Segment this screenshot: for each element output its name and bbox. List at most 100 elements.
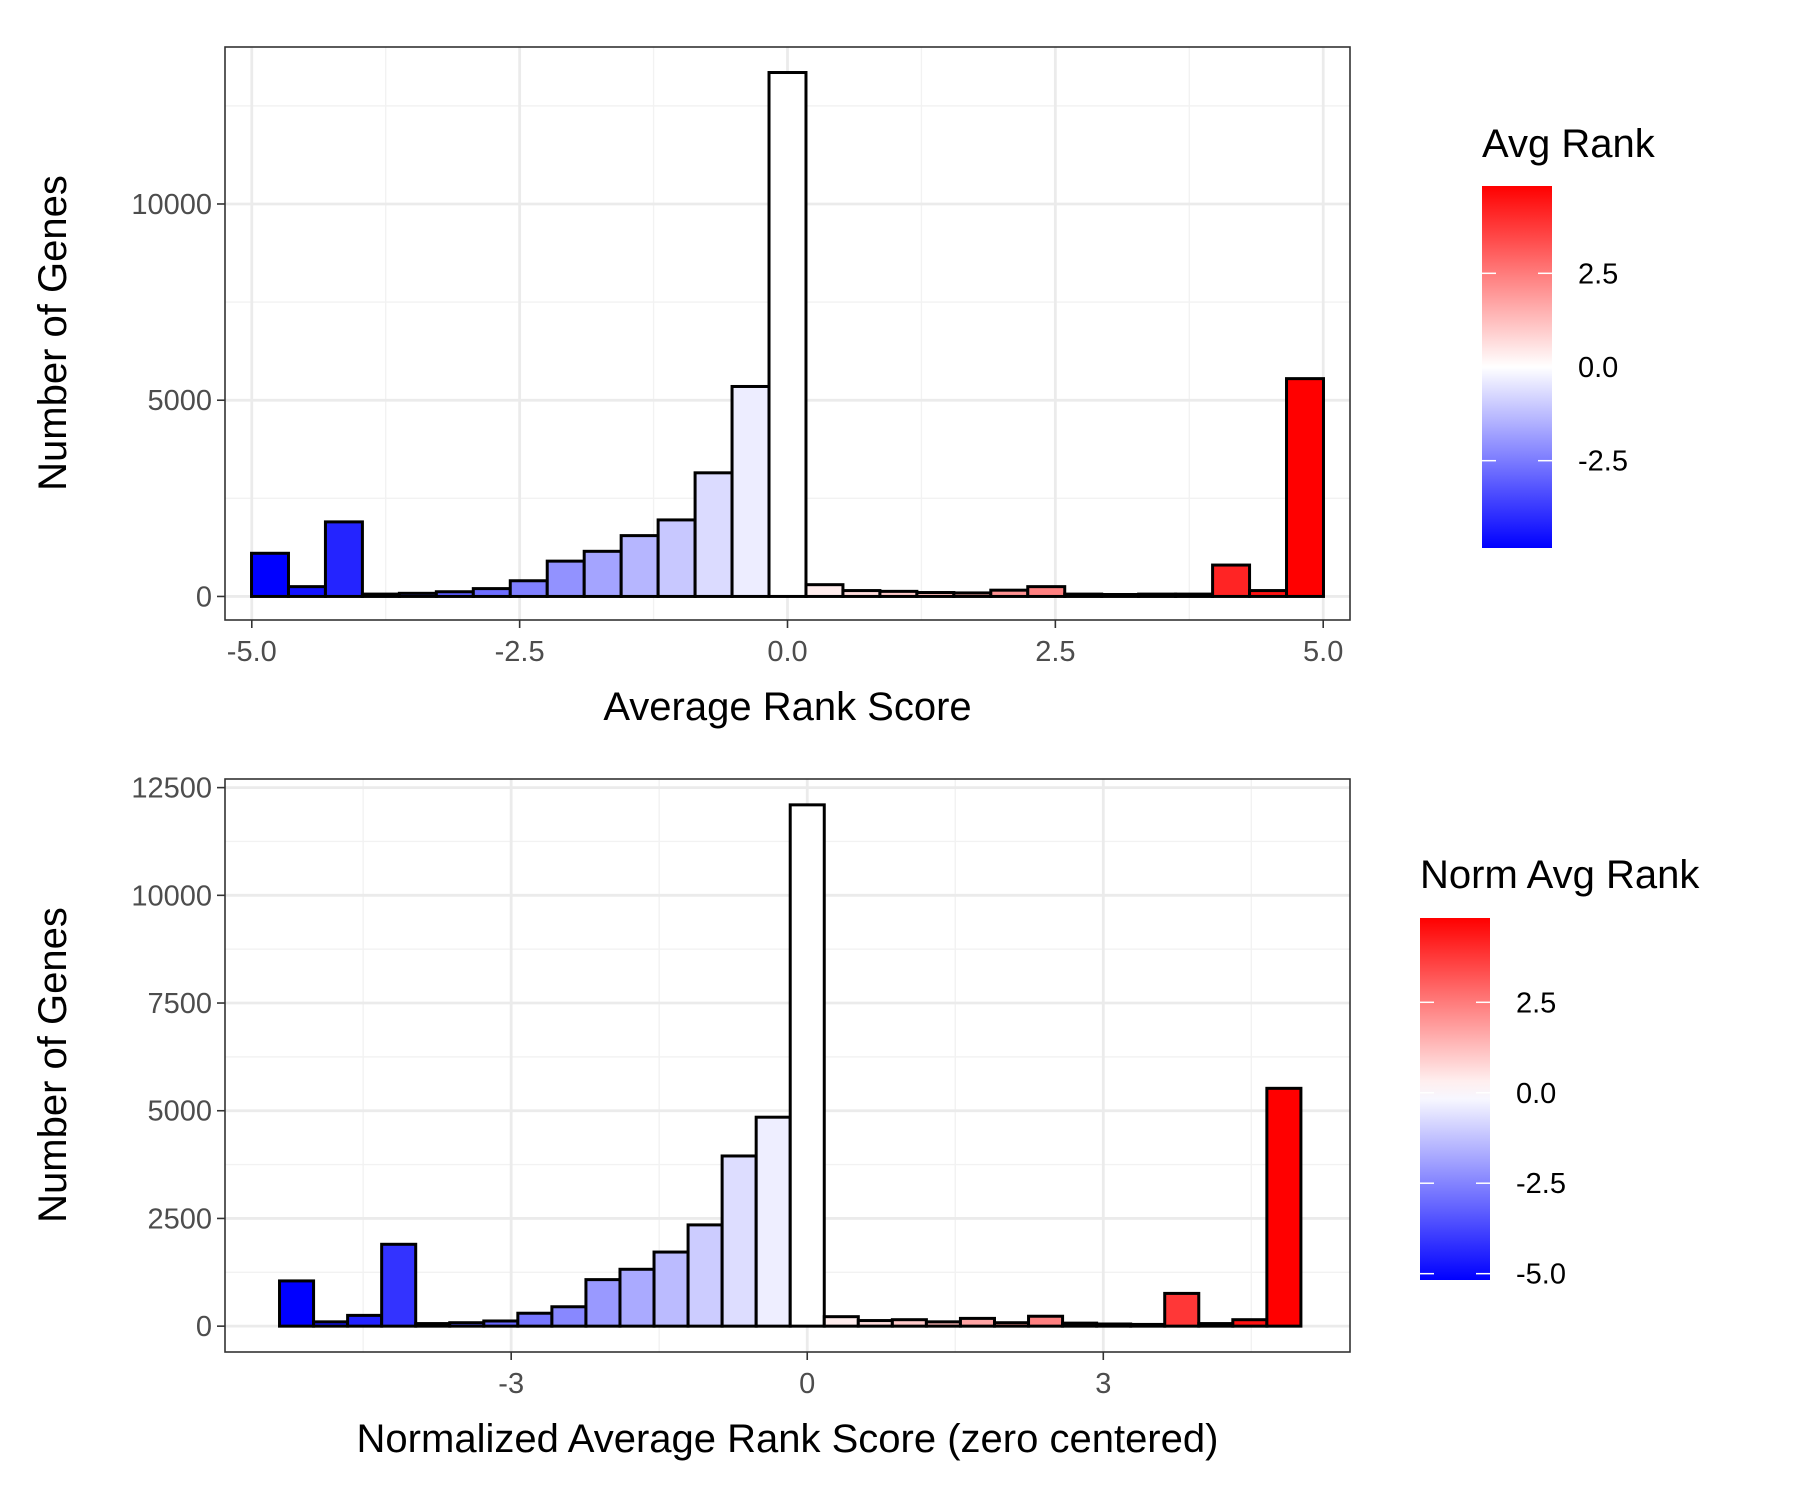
histogram-bar: [693, 471, 734, 598]
histogram-bar: [1061, 1321, 1099, 1328]
y-tick-label: 10000: [131, 880, 212, 912]
histogram-bar: [434, 590, 475, 598]
histogram-bar: [516, 1311, 554, 1328]
histogram-bar: [1211, 563, 1252, 598]
histogram-bar: [656, 518, 697, 598]
histogram-bars: [278, 803, 1303, 1328]
x-tick-label: -3: [498, 1368, 524, 1400]
histogram-bar: [508, 579, 549, 598]
legend-title: Norm Avg Rank: [1420, 853, 1700, 897]
y-tick-label: 0: [196, 1311, 212, 1343]
histogram-bar: [360, 592, 401, 598]
histogram-bar: [767, 71, 808, 598]
legend-colorbar: Norm Avg Rank 2.5 0.0 -2.5 -5.0: [1420, 853, 1700, 1291]
histogram-bar: [720, 1154, 758, 1328]
x-tick-label: 0: [799, 1368, 815, 1400]
histogram-bar: [1285, 377, 1325, 598]
histogram-bar: [754, 1115, 792, 1328]
legend-label: 2.5: [1578, 258, 1618, 290]
histogram-bars: [250, 71, 1325, 598]
histogram-bar: [414, 1322, 452, 1328]
histogram-bar: [312, 1320, 350, 1328]
histogram-bar: [822, 1315, 860, 1328]
x-axis-title: Average Rank Score: [603, 685, 971, 729]
histogram-bar: [584, 1278, 622, 1328]
y-tick-label: 12500: [131, 773, 212, 805]
histogram-bar: [1100, 592, 1141, 598]
y-tick-label: 2500: [147, 1203, 212, 1235]
y-axis-title: Number of Genes: [31, 907, 75, 1223]
histogram-bar: [1248, 589, 1289, 598]
histogram-bar: [1163, 1291, 1201, 1328]
histogram-bar: [618, 1267, 656, 1328]
histogram-bar: [958, 1316, 996, 1328]
histogram-panel-2: -3 0 3 0 2500 5000 7500 10000 12500 Normalized Av…: [31, 773, 1700, 1461]
histogram-bar: [346, 1313, 384, 1328]
y-axis-title: Number of Genes: [31, 175, 75, 491]
axes: -5.0 -2.5 0.0 2.5 5.0 0 5000 10000: [131, 189, 1343, 668]
histogram-bar: [323, 520, 364, 598]
y-tick-label: 0: [196, 581, 212, 613]
histogram-bar: [878, 589, 919, 598]
x-tick-label: 5.0: [1303, 636, 1343, 668]
legend-label: -5.0: [1516, 1259, 1566, 1291]
y-tick-label: 10000: [131, 189, 212, 221]
histogram-bar: [286, 585, 327, 598]
histogram-bar: [841, 589, 882, 598]
histogram-bar: [686, 1223, 724, 1328]
histogram-bar: [804, 583, 845, 598]
histogram-panel-1: -5.0 -2.5 0.0 2.5 5.0 0 5000 10000 Average Rank …: [31, 46, 1656, 729]
histogram-bar: [619, 534, 660, 598]
legend-colorbar: Avg Rank 2.5 0.0 -2.5: [1482, 122, 1656, 548]
histogram-bar: [545, 559, 586, 598]
histogram-bar: [380, 1242, 418, 1328]
x-axis-title: Normalized Average Rank Score (zero cent…: [357, 1417, 1219, 1461]
x-tick-label: -2.5: [495, 636, 545, 668]
histogram-bar: [1174, 592, 1215, 598]
histogram-bar: [582, 549, 623, 598]
legend-label: -2.5: [1516, 1168, 1566, 1200]
x-tick-label: 2.5: [1035, 636, 1075, 668]
panel-border: [224, 778, 1351, 1353]
histogram-bar: [730, 384, 771, 598]
histogram-bar: [1137, 592, 1178, 598]
x-tick-label: 3: [1095, 1368, 1111, 1400]
histogram-bar: [788, 803, 826, 1328]
histogram-bar: [1265, 1086, 1303, 1328]
histogram-bar: [482, 1319, 520, 1328]
legend-title: Avg Rank: [1482, 122, 1656, 166]
histogram-bar: [915, 591, 956, 598]
axes: -3 0 3 0 2500 5000 7500 10000 12500: [131, 773, 1111, 1400]
histogram-bar: [397, 591, 438, 598]
histogram-bar: [924, 1320, 962, 1328]
legend-label: 0.0: [1516, 1078, 1556, 1110]
histogram-bar: [992, 1321, 1031, 1328]
histogram-bar: [1197, 1322, 1235, 1328]
histogram-bar: [278, 1279, 316, 1328]
histogram-bar: [652, 1250, 690, 1328]
x-tick-label: 0.0: [767, 636, 807, 668]
histogram-bar: [250, 551, 290, 598]
histogram-bar: [1231, 1318, 1269, 1328]
legend-label: -2.5: [1578, 446, 1628, 478]
histogram-bar: [1063, 592, 1104, 598]
histogram-bar: [856, 1319, 894, 1328]
y-tick-label: 7500: [147, 988, 212, 1020]
histogram-bar: [952, 591, 993, 598]
histogram-bar: [550, 1305, 588, 1328]
histogram-bar: [471, 587, 512, 598]
histogram-bar: [1026, 585, 1067, 598]
x-tick-label: -5.0: [227, 636, 277, 668]
histogram-bar: [1095, 1322, 1133, 1328]
histogram-bar: [890, 1318, 928, 1328]
histogram-bar: [1027, 1314, 1065, 1328]
histogram-bar: [989, 588, 1030, 598]
histogram-bar: [448, 1321, 486, 1328]
y-tick-label: 5000: [147, 385, 212, 417]
legend-label: 0.0: [1578, 352, 1618, 384]
histogram-bar: [1129, 1322, 1167, 1328]
legend-color-bar: [1420, 918, 1490, 1280]
legend-label: 2.5: [1516, 987, 1556, 1019]
y-tick-label: 5000: [147, 1096, 212, 1128]
